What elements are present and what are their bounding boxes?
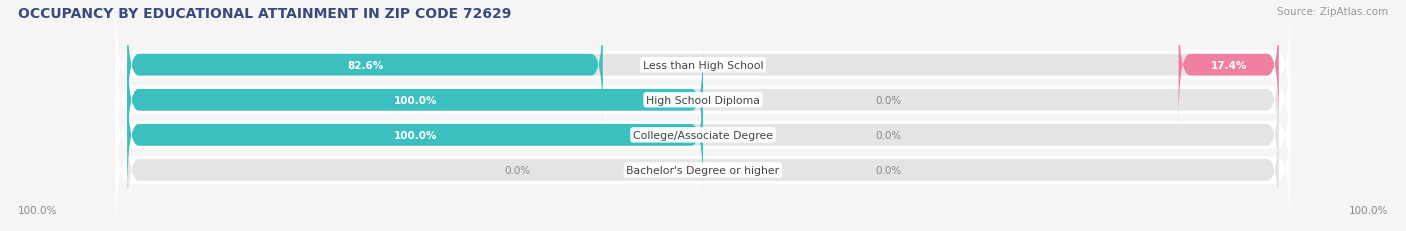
Text: 0.0%: 0.0% — [876, 165, 903, 175]
Text: High School Diploma: High School Diploma — [647, 95, 759, 105]
FancyBboxPatch shape — [115, 27, 1291, 174]
FancyBboxPatch shape — [127, 76, 703, 194]
FancyBboxPatch shape — [115, 97, 1291, 231]
Text: College/Associate Degree: College/Associate Degree — [633, 130, 773, 140]
Text: 0.0%: 0.0% — [876, 95, 903, 105]
Text: 82.6%: 82.6% — [347, 61, 384, 70]
FancyBboxPatch shape — [127, 76, 1279, 194]
FancyBboxPatch shape — [115, 0, 1291, 139]
Text: 100.0%: 100.0% — [1348, 205, 1388, 215]
FancyBboxPatch shape — [127, 6, 603, 125]
Text: Source: ZipAtlas.com: Source: ZipAtlas.com — [1277, 7, 1388, 17]
Text: 100.0%: 100.0% — [18, 205, 58, 215]
FancyBboxPatch shape — [127, 41, 1279, 159]
FancyBboxPatch shape — [1178, 6, 1279, 125]
Text: 100.0%: 100.0% — [394, 95, 437, 105]
FancyBboxPatch shape — [127, 111, 1279, 229]
Text: Bachelor's Degree or higher: Bachelor's Degree or higher — [627, 165, 779, 175]
Text: Less than High School: Less than High School — [643, 61, 763, 70]
FancyBboxPatch shape — [115, 62, 1291, 209]
FancyBboxPatch shape — [127, 41, 703, 159]
Text: 17.4%: 17.4% — [1211, 61, 1247, 70]
Text: 0.0%: 0.0% — [876, 130, 903, 140]
Text: OCCUPANCY BY EDUCATIONAL ATTAINMENT IN ZIP CODE 72629: OCCUPANCY BY EDUCATIONAL ATTAINMENT IN Z… — [18, 7, 512, 21]
Text: 100.0%: 100.0% — [394, 130, 437, 140]
FancyBboxPatch shape — [127, 6, 1279, 125]
Text: 0.0%: 0.0% — [503, 165, 530, 175]
